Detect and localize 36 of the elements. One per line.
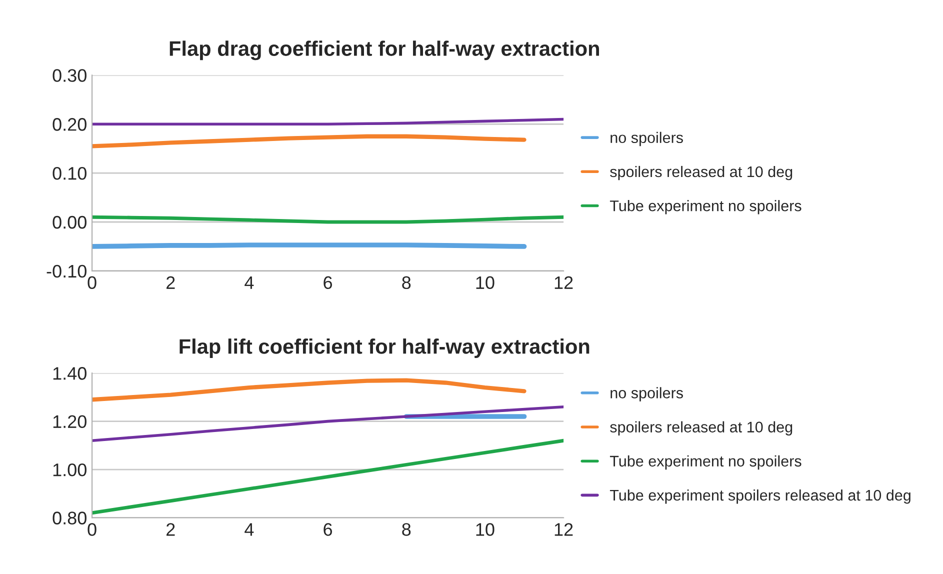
y-tick-label: 0.10 [52, 166, 86, 180]
y-tick-label: 0.80 [52, 512, 86, 524]
y-tick-label: 0.00 [52, 216, 86, 229]
chart-title: Flap drag coefficient for half-way extraction [170, 40, 599, 60]
x-tick-label: 12 [554, 523, 573, 536]
x-tick-label: 6 [324, 523, 332, 536]
legend-label: Tube experiment no spoilers [610, 455, 802, 470]
y-tick-label: -0.10 [46, 264, 86, 278]
legend-label: no spoilers [610, 387, 683, 402]
line-series [92, 134, 526, 148]
x-tick-label: 0 [88, 276, 96, 290]
x-tick-label: 8 [402, 276, 411, 290]
line-series [92, 378, 526, 402]
x-tick-label: 2 [166, 276, 175, 289]
x-tick-label: 8 [402, 523, 411, 536]
y-tick-label: 1.20 [53, 415, 86, 428]
legend-label: Tube experiment no spoilers [610, 200, 802, 214]
chart-title: Flap lift coefficient for half-way extraction [180, 338, 590, 358]
line-series [92, 405, 564, 442]
y-tick-label: 1.00 [53, 463, 86, 476]
legend-label: Tube experiment spoilers released at 10 deg [610, 489, 910, 504]
y-tick-label: 1.40 [53, 367, 86, 380]
legend-label: no spoilers [610, 132, 683, 146]
y-tick-label: 0.20 [52, 118, 86, 131]
legend-label: spoilers released at 10 deg [610, 421, 792, 436]
x-tick-label: 0 [88, 523, 96, 536]
x-tick-label: 6 [324, 276, 332, 290]
x-tick-label: 10 [476, 276, 494, 290]
x-tick-label: 2 [166, 523, 175, 536]
x-tick-label: 4 [244, 523, 254, 536]
line-series [92, 438, 564, 515]
x-tick-label: 12 [554, 276, 573, 289]
x-tick-label: 4 [244, 276, 254, 289]
y-tick-label: 0.30 [52, 69, 86, 82]
legend-label: spoilers released at 10 deg [610, 166, 792, 180]
x-tick-label: 10 [476, 523, 494, 536]
